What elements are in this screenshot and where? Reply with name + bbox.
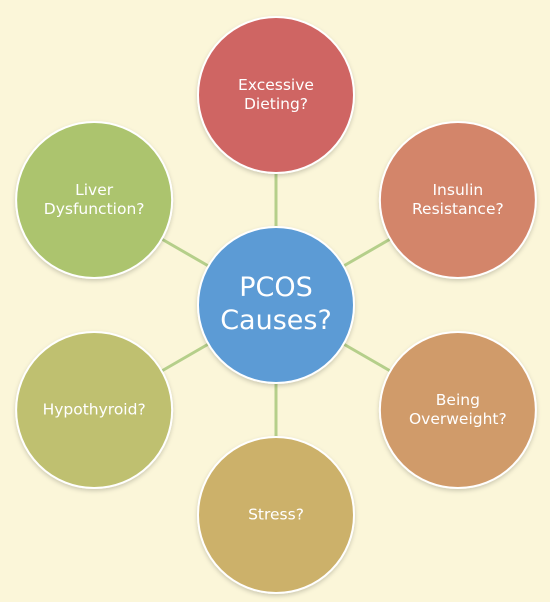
center-label-line-2: Causes? <box>220 305 332 336</box>
outer-nodes: ExcessiveDieting?InsulinResistance?Being… <box>15 16 537 594</box>
node-hypothyroid: Hypothyroid? <box>15 331 174 489</box>
node-liver-dysfunction-circle <box>15 121 174 279</box>
node-stress-label-line-1: Stress? <box>248 506 304 524</box>
connector-lines <box>158 169 394 441</box>
node-insulin-resistance-label-line-2: Resistance? <box>412 200 504 218</box>
node-hypothyroid-circle <box>15 331 174 489</box>
node-excessive-dieting-label-line-2: Dieting? <box>244 95 308 113</box>
node-liver-dysfunction-label-line-1: Liver <box>75 181 114 199</box>
center-label-line-1: PCOS <box>239 272 313 303</box>
connector-hypothyroid <box>158 341 212 374</box>
node-being-overweight-label-line-2: Overweight? <box>409 410 507 428</box>
connector-insulin-resistance <box>340 236 394 269</box>
node-stress: Stress? <box>197 436 355 594</box>
center-circle <box>197 226 355 384</box>
connector-liver-dysfunction <box>158 236 212 269</box>
node-being-overweight-circle <box>378 331 537 489</box>
node-insulin-resistance-circle <box>378 121 537 279</box>
node-being-overweight-label-line-1: Being <box>436 391 480 409</box>
node-stress-circle <box>197 436 355 594</box>
node-excessive-dieting-circle <box>197 16 355 174</box>
node-hypothyroid-label-line-1: Hypothyroid? <box>43 401 146 419</box>
connector-being-overweight <box>340 341 394 374</box>
node-excessive-dieting-label-line-1: Excessive <box>238 76 314 94</box>
node-insulin-resistance-label-line-1: Insulin <box>432 181 483 199</box>
node-liver-dysfunction-label-line-2: Dysfunction? <box>44 200 145 218</box>
